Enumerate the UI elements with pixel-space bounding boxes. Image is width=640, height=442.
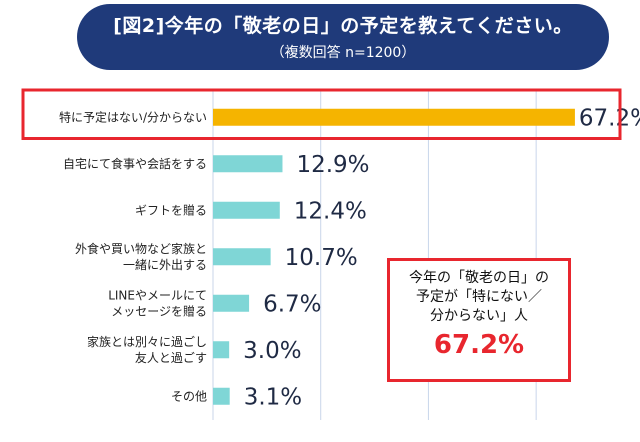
value-label-3: 10.7% — [285, 245, 358, 271]
category-label-2: ギフトを贈る — [135, 202, 207, 217]
value-label-2: 12.4% — [294, 198, 367, 224]
highlight-callout-box: 今年の「敬老の日」の 予定が「特にない／ 分からない」人 67.2% — [387, 258, 571, 382]
category-label-5: 家族とは別々に過ごし友人と過ごす — [87, 334, 207, 365]
category-label-1: 自宅にて食事や会話をする — [63, 156, 207, 171]
chart-subtitle: （複数回答 n=1200） — [270, 45, 416, 61]
callout-value: 67.2% — [433, 330, 525, 360]
bar-1 — [213, 155, 283, 173]
category-label-6: その他 — [171, 389, 207, 403]
bar-2 — [213, 201, 280, 219]
callout-line-1: 今年の「敬老の日」の — [409, 270, 549, 286]
chart-title: [図2]今年の「敬老の日」の予定を教えてください。 — [113, 15, 573, 37]
chart-title-banner: [図2]今年の「敬老の日」の予定を教えてください。 （複数回答 n=1200） — [77, 4, 609, 70]
category-label-3: 外食や買い物など家族と一緒に外出する — [75, 241, 207, 272]
bar-6 — [213, 387, 230, 405]
category-label-4: LINEやメールにてメッセージを贈る — [108, 288, 207, 318]
callout-line-3: 分からない」人 — [430, 308, 528, 324]
bar-5 — [213, 341, 230, 359]
bar-3 — [213, 248, 271, 266]
value-label-5: 3.0% — [243, 338, 301, 364]
value-label-0: 67.2% — [579, 105, 640, 131]
bar-4 — [213, 294, 250, 312]
category-label-0: 特に予定はない/分からない — [59, 109, 207, 124]
highlight-row-border — [21, 88, 622, 140]
value-label-6: 3.1% — [244, 384, 302, 410]
bar-0 — [213, 108, 575, 126]
value-label-1: 12.9% — [296, 152, 369, 178]
callout-line-2: 予定が「特にない／ — [416, 289, 542, 305]
value-label-4: 6.7% — [263, 291, 321, 317]
